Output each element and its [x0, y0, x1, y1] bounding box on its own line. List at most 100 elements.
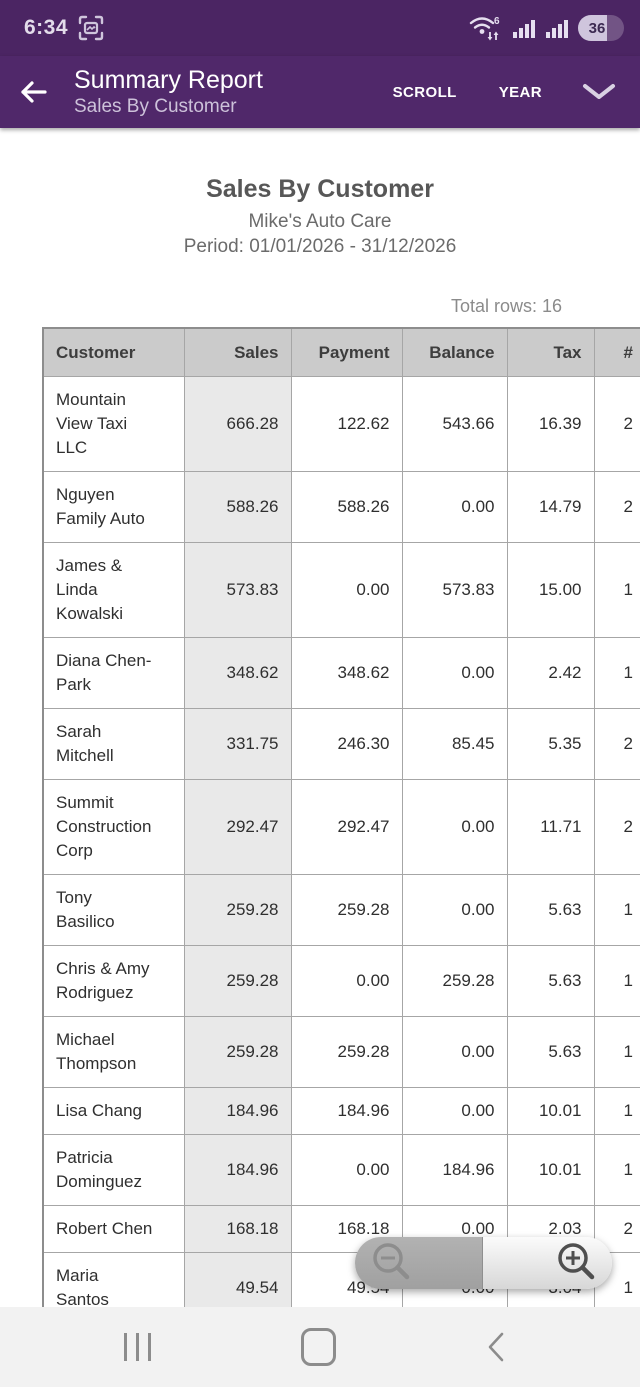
table-row: Tony Basilico 259.28 259.28 0.00 5.63 1	[42, 874, 640, 946]
app-bar-subtitle: Sales By Customer	[74, 96, 237, 117]
cell-payment: 588.26	[290, 471, 403, 543]
cell-balance: 0.00	[401, 471, 508, 543]
expand-menu-button[interactable]	[576, 77, 622, 107]
cell-customer: Diana Chen- Park	[42, 637, 185, 709]
cell-balance: 0.00	[401, 874, 508, 946]
table-row: Chris & Amy Rodriguez 259.28 0.00 259.28 5.6…	[42, 945, 640, 1017]
battery-fill	[578, 15, 608, 41]
cell-sales: 168.18	[183, 1205, 292, 1253]
zoom-out-button[interactable]	[355, 1237, 482, 1289]
table-row: Nguyen Family Auto 588.26 588.26 0.00 14.79 2	[42, 471, 640, 543]
cell-balance: 184.96	[401, 1134, 508, 1206]
chevron-down-icon	[582, 83, 616, 101]
column-header-balance: Balance	[401, 327, 508, 377]
status-time: 6:34	[24, 16, 69, 39]
battery-icon: 36	[578, 15, 624, 41]
app-bar: Summary Report Sales By Customer SCROLL …	[0, 56, 640, 128]
nav-back-button[interactable]	[486, 1307, 506, 1387]
cell-customer: Sarah Mitchell	[42, 708, 185, 780]
cell-customer: Tony Basilico	[42, 874, 185, 946]
cell-customer: Robert Chen	[42, 1205, 185, 1253]
cell-balance: 259.28	[401, 945, 508, 1017]
status-bar: 6:34	[0, 0, 640, 56]
cell-count: 1	[593, 874, 640, 946]
battery-percent: 36	[588, 19, 606, 37]
cell-sales: 666.28	[183, 376, 292, 472]
cell-tax: 15.00	[506, 542, 595, 638]
table-row: Summit Construction Corp 292.47 292.47 0.00…	[42, 779, 640, 875]
cell-sales: 184.96	[183, 1087, 292, 1135]
cell-count: 1	[593, 542, 640, 638]
year-button[interactable]: YEAR	[499, 74, 542, 111]
screenshot-icon	[78, 15, 104, 41]
total-rows-label: Total rows: 16	[450, 296, 562, 316]
recents-button[interactable]	[124, 1307, 151, 1387]
recents-icon	[124, 1333, 127, 1361]
scroll-button[interactable]: SCROLL	[393, 74, 457, 111]
cell-tax: 5.63	[506, 874, 595, 946]
cell-tax: 5.63	[506, 945, 595, 1017]
table-row: James & Linda Kowalski 573.83 0.00 573.83 15…	[42, 542, 640, 638]
back-arrow-icon	[17, 77, 49, 107]
cell-count: 1	[593, 945, 640, 1017]
cell-count: 2	[593, 376, 640, 472]
zoom-in-button[interactable]	[482, 1237, 612, 1289]
signal-icon	[512, 16, 536, 40]
table-row: Michael Thompson 259.28 259.28 0.00 5.63 1	[42, 1016, 640, 1088]
cell-sales: 292.47	[183, 779, 292, 875]
cell-payment: 0.00	[290, 542, 403, 638]
cell-count: 2	[593, 779, 640, 875]
cell-balance: 0.00	[401, 779, 508, 875]
cell-tax: 2.42	[506, 637, 595, 709]
report-company: Mike's Auto Care	[248, 211, 392, 232]
nav-back-icon	[486, 1331, 506, 1363]
cell-payment: 0.00	[290, 945, 403, 1017]
cell-tax: 5.35	[506, 708, 595, 780]
table-header-row: Customer Sales Payment Balance Tax #	[42, 327, 640, 377]
zoom-in-icon	[556, 1242, 598, 1284]
table-row: Mountain View Taxi LLC 666.28 122.62 543.66…	[42, 376, 640, 472]
cell-sales: 588.26	[183, 471, 292, 543]
table-row: Lisa Chang 184.96 184.96 0.00 10.01 1	[42, 1087, 640, 1135]
cell-sales: 259.28	[183, 1016, 292, 1088]
cell-tax: 10.01	[506, 1087, 595, 1135]
cell-customer: Nguyen Family Auto	[42, 471, 185, 543]
cell-sales: 331.75	[183, 708, 292, 780]
cell-payment: 184.96	[290, 1087, 403, 1135]
home-button[interactable]	[301, 1307, 336, 1387]
cell-payment: 259.28	[290, 874, 403, 946]
cell-payment: 348.62	[290, 637, 403, 709]
cell-count: 2	[593, 471, 640, 543]
cell-balance: 543.66	[401, 376, 508, 472]
cell-customer: Michael Thompson	[42, 1016, 185, 1088]
cell-count: 1	[593, 1087, 640, 1135]
cell-balance: 573.83	[401, 542, 508, 638]
cell-tax: 11.71	[506, 779, 595, 875]
cell-balance: 0.00	[401, 1016, 508, 1088]
cell-balance: 85.45	[401, 708, 508, 780]
cell-count: 2	[593, 1205, 640, 1253]
table-row: Diana Chen- Park 348.62 348.62 0.00 2.42 1	[42, 637, 640, 709]
cell-sales: 259.28	[183, 874, 292, 946]
cell-customer: Chris & Amy Rodriguez	[42, 945, 185, 1017]
report-title: Sales By Customer	[206, 175, 434, 203]
app-bar-title: Summary Report	[74, 66, 263, 94]
cell-count: 1	[593, 1016, 640, 1088]
cell-balance: 0.00	[401, 1087, 508, 1135]
home-icon	[301, 1328, 336, 1366]
cell-tax: 16.39	[506, 376, 595, 472]
nav-bar	[0, 1307, 640, 1387]
cell-count: 2	[593, 708, 640, 780]
cell-payment: 0.00	[290, 1134, 403, 1206]
cell-payment: 259.28	[290, 1016, 403, 1088]
cell-customer: Patricia Dominguez	[42, 1134, 185, 1206]
signal-icon	[545, 16, 569, 40]
report-table: Customer Sales Payment Balance Tax # Mountain…	[42, 327, 640, 1325]
zoom-out-icon	[371, 1242, 413, 1284]
cell-payment: 168.18	[290, 1205, 403, 1253]
back-button[interactable]	[0, 77, 66, 107]
cell-tax: 5.63	[506, 1016, 595, 1088]
cell-sales: 348.62	[183, 637, 292, 709]
zoom-control	[355, 1237, 612, 1289]
